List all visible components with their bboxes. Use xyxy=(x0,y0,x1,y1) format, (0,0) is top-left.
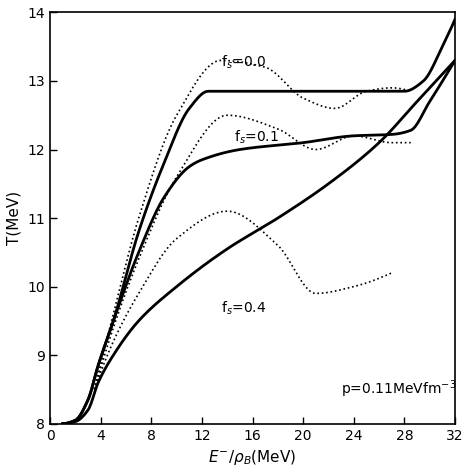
Text: p=0.11MeVfm$^{-3}$: p=0.11MeVfm$^{-3}$ xyxy=(341,378,456,400)
Text: f$_s$=0.4: f$_s$=0.4 xyxy=(221,300,266,318)
X-axis label: $E^{-}/\rho_B$(MeV): $E^{-}/\rho_B$(MeV) xyxy=(209,448,297,467)
Text: f$_s$=0.0: f$_s$=0.0 xyxy=(221,53,266,71)
Y-axis label: T(MeV): T(MeV) xyxy=(7,191,22,245)
Text: f$_s$=0.1: f$_s$=0.1 xyxy=(234,128,279,146)
